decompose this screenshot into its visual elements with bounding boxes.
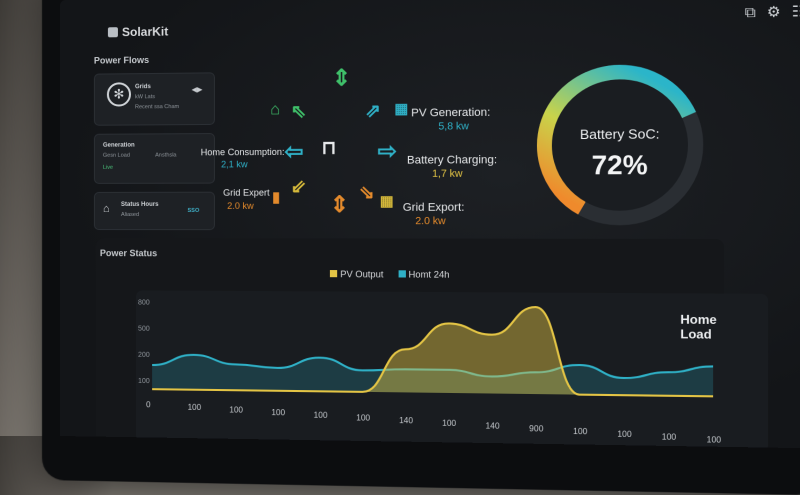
grid-card-desc: Recent ssa Cham — [135, 103, 180, 111]
x-tick-label: 100 — [314, 411, 328, 420]
battery-charging-value: 1,7 kw — [432, 168, 463, 180]
status-card-title: Status Hours — [120, 201, 159, 208]
logo-icon — [107, 27, 118, 38]
grid-expt-value: 2.0 kw — [227, 200, 254, 211]
y-tick-label: 100 — [138, 378, 150, 385]
solar-panel-icon: ▦ — [394, 99, 409, 117]
y-tick-label: 500 — [138, 326, 150, 333]
generation-card-desc: Ansthsla — [155, 152, 177, 159]
home-user-icon: ⌂ — [270, 101, 281, 119]
x-tick-label: 100 — [442, 419, 457, 429]
x-tick-label: 900 — [529, 424, 544, 434]
battery-soc-gauge: Battery SoC: 72% — [525, 52, 715, 237]
left-arrow-icon: ⇦ — [284, 138, 304, 165]
database-icon[interactable]: ☷ — [791, 2, 800, 20]
battery-icon: ▮ — [272, 188, 281, 205]
battery-soc-value: 72% — [591, 149, 648, 181]
fan-icon: ✻ — [106, 82, 131, 107]
pv-generation-label: PV Generation: — [411, 106, 491, 120]
app-logo[interactable]: SolarKit — [107, 24, 169, 40]
vertical-arrow-icon: ⇕ — [329, 191, 350, 217]
x-tick-label: 140 — [486, 421, 501, 431]
x-tick-label: 100 — [573, 427, 588, 437]
power-chart-svg: 800 500 200 100 0 100 100 100 100 100 140 100 140 900… — [138, 299, 722, 445]
y-tick-label: 800 — [138, 299, 150, 306]
x-tick-label: 0 — [146, 400, 151, 409]
dashboard-screen: SolarKit ⧉ ⚙ ☷ Power Flows ✻ Grids kW La… — [60, 0, 800, 449]
status-card[interactable]: ⌂ Status Hours Aliased SSO — [93, 191, 215, 231]
inverter-icon: ⊓ — [321, 137, 337, 158]
generation-card-sub: Gesn Load — [102, 152, 130, 159]
status-badge: Live — [102, 164, 114, 171]
pv-generation-value: 5,8 kw — [438, 121, 469, 133]
status-card-badge: SSO — [187, 207, 200, 214]
signal-icon: ◀▶ — [191, 86, 203, 94]
grid-card[interactable]: ✻ Grids kW Lats Recent ssa Cham ◀▶ — [93, 72, 215, 126]
battery-soc-label: Battery SoC: — [579, 126, 660, 143]
x-tick-label: 100 — [229, 405, 243, 414]
grid-expt-label: Grid Expert — [223, 187, 270, 198]
x-tick-label: 100 — [662, 432, 677, 442]
down-left-arrow-icon: ⇙ — [290, 176, 307, 197]
right-arrow-icon: ⇨ — [377, 138, 397, 164]
power-flows-title: Power Flows — [93, 54, 150, 66]
grid-card-sub: kW Lats — [135, 94, 156, 101]
gauge-face — [538, 64, 703, 225]
grid-card-title: Grids — [135, 84, 151, 91]
power-status-panel: Power Status PV Output Homt 24h Home Loa… — [95, 238, 769, 449]
x-tick-label: 140 — [399, 416, 414, 425]
up-down-arrow-icon: ⇕ — [331, 64, 352, 91]
home-icon: ⌂ — [102, 202, 110, 215]
down-right-arrow-icon: ⇘ — [358, 182, 375, 203]
generation-card-title: Generation — [102, 142, 135, 149]
battery-charging-label: Battery Charging: — [406, 153, 498, 167]
x-tick-label: 100 — [707, 435, 722, 445]
gear-icon[interactable]: ⚙ — [766, 2, 781, 21]
up-right-arrow-icon: ⇗ — [365, 100, 381, 121]
status-card-sub: Aliased — [120, 211, 140, 218]
x-tick-label: 100 — [356, 413, 370, 422]
export-icon[interactable]: ⧉ — [744, 3, 756, 21]
generation-card[interactable]: Generation Gesn Load Ansthsla Live — [93, 133, 215, 184]
top-bar: SolarKit ⧉ ⚙ ☷ — [60, 2, 800, 54]
grid-panel-icon: ▦ — [379, 192, 394, 209]
home-consumption-label: Home Consumption: — [200, 146, 285, 158]
app-name: SolarKit — [121, 24, 169, 40]
grid-export-value: 2.0 kw — [415, 215, 446, 228]
gauge-ring — [525, 52, 715, 237]
series-area-0 — [152, 304, 714, 397]
y-tick-label: 200 — [138, 352, 150, 359]
header-actions: ⧉ ⚙ ☷ — [745, 3, 800, 22]
grid-export-label: Grid Export: — [402, 201, 465, 214]
home-consumption-value: 2,1 kw — [221, 159, 248, 170]
x-tick-label: 100 — [617, 429, 632, 439]
x-tick-label: 100 — [188, 403, 202, 412]
x-tick-label: 100 — [271, 408, 285, 417]
up-left-arrow-icon: ⇖ — [290, 100, 307, 122]
